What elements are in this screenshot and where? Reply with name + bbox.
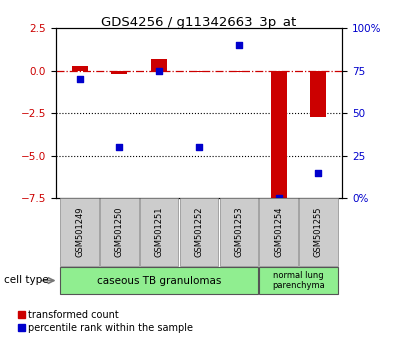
Text: GSM501253: GSM501253	[234, 206, 243, 257]
Bar	[259, 267, 338, 294]
Text: normal lung
parenchyma: normal lung parenchyma	[272, 271, 325, 290]
Text: GSM501255: GSM501255	[314, 207, 323, 257]
Bar	[310, 71, 326, 117]
Bar	[60, 198, 99, 266]
Bar	[111, 71, 127, 74]
Bar	[191, 71, 207, 73]
Point	[315, 170, 322, 176]
Point	[196, 144, 202, 150]
Bar	[220, 198, 258, 266]
Text: GSM501249: GSM501249	[75, 207, 84, 257]
Bar	[151, 59, 167, 71]
Text: GDS4256 / g11342663_3p_at: GDS4256 / g11342663_3p_at	[101, 16, 297, 29]
Bar	[259, 198, 298, 266]
Text: GSM501251: GSM501251	[155, 207, 164, 257]
Bar	[180, 198, 218, 266]
Text: GSM501254: GSM501254	[274, 207, 283, 257]
Bar	[140, 198, 178, 266]
Bar	[231, 71, 247, 73]
Text: GSM501250: GSM501250	[115, 207, 124, 257]
Point	[236, 42, 242, 48]
Point	[116, 144, 123, 150]
Bar	[299, 198, 338, 266]
Text: cell type: cell type	[4, 275, 49, 285]
Point	[76, 76, 83, 82]
Legend: transformed count, percentile rank within the sample: transformed count, percentile rank withi…	[17, 309, 195, 334]
Bar	[72, 66, 88, 71]
Bar	[100, 198, 139, 266]
Point	[275, 195, 282, 201]
Bar	[60, 267, 258, 294]
Text: caseous TB granulomas: caseous TB granulomas	[97, 275, 221, 286]
Text: GSM501252: GSM501252	[195, 207, 203, 257]
Point	[156, 68, 162, 74]
Bar	[271, 71, 287, 198]
